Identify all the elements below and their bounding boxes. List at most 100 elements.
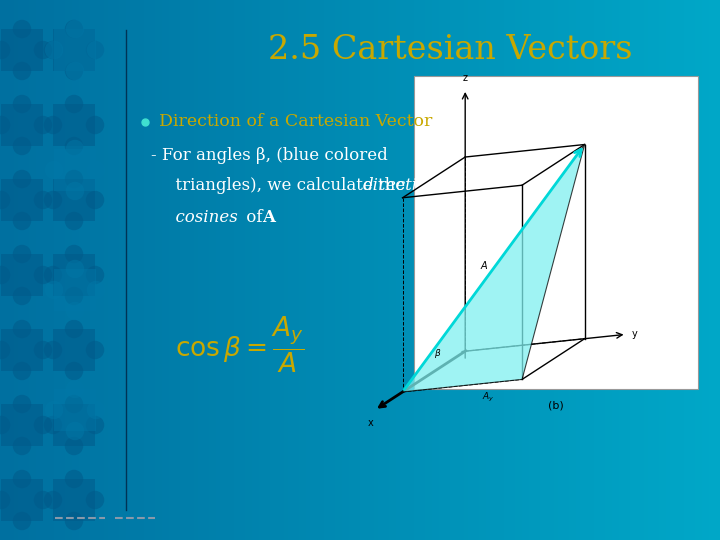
Circle shape — [66, 140, 84, 158]
Circle shape — [66, 302, 84, 320]
Bar — [428, 0, 432, 540]
Circle shape — [13, 170, 31, 188]
Bar — [252, 0, 256, 540]
Bar — [446, 0, 450, 540]
Bar — [418, 0, 421, 540]
Bar — [713, 0, 716, 540]
Circle shape — [34, 416, 53, 434]
Bar — [580, 0, 583, 540]
FancyBboxPatch shape — [54, 29, 96, 71]
Circle shape — [44, 416, 62, 434]
Circle shape — [86, 40, 104, 59]
Text: y: y — [631, 329, 637, 339]
Circle shape — [66, 260, 84, 278]
Circle shape — [65, 170, 84, 188]
Bar — [86, 0, 90, 540]
Bar — [328, 0, 331, 540]
Bar — [590, 0, 594, 540]
Bar — [230, 0, 234, 540]
Bar — [623, 0, 626, 540]
Bar — [533, 0, 536, 540]
Bar — [382, 0, 385, 540]
Circle shape — [65, 362, 84, 380]
Bar — [338, 0, 342, 540]
Bar — [659, 0, 662, 540]
Text: of: of — [241, 208, 268, 226]
Bar — [558, 0, 562, 540]
Bar — [518, 0, 522, 540]
Bar — [90, 0, 94, 540]
Bar — [25, 0, 29, 540]
Bar — [353, 0, 356, 540]
Bar — [587, 0, 590, 540]
Bar — [65, 0, 68, 540]
Bar — [400, 0, 403, 540]
Bar — [112, 0, 115, 540]
Circle shape — [44, 491, 62, 509]
Circle shape — [44, 341, 62, 359]
FancyBboxPatch shape — [53, 329, 95, 371]
Bar — [544, 0, 547, 540]
Bar — [79, 0, 83, 540]
Bar — [364, 0, 367, 540]
Bar — [122, 0, 126, 540]
Bar — [454, 0, 457, 540]
FancyBboxPatch shape — [53, 29, 95, 71]
Bar — [641, 0, 644, 540]
Bar — [198, 0, 202, 540]
Bar — [655, 0, 659, 540]
Bar — [396, 0, 400, 540]
Bar — [72, 0, 76, 540]
Bar — [194, 0, 198, 540]
Circle shape — [65, 212, 84, 230]
FancyBboxPatch shape — [1, 404, 43, 446]
Bar — [61, 0, 65, 540]
Bar — [342, 0, 346, 540]
Bar — [626, 0, 630, 540]
Bar — [493, 0, 497, 540]
FancyBboxPatch shape — [1, 329, 43, 371]
Bar — [576, 0, 580, 540]
Bar — [212, 0, 216, 540]
Circle shape — [0, 341, 10, 359]
Circle shape — [66, 20, 84, 38]
Bar — [450, 0, 454, 540]
FancyBboxPatch shape — [53, 479, 95, 521]
Bar — [346, 0, 349, 540]
Circle shape — [13, 362, 31, 380]
Circle shape — [34, 341, 53, 359]
Circle shape — [86, 191, 104, 209]
Circle shape — [0, 416, 10, 434]
Bar — [461, 0, 464, 540]
Bar — [68, 0, 72, 540]
Bar — [0, 0, 4, 540]
Bar — [547, 0, 551, 540]
Bar — [202, 0, 205, 540]
Bar — [389, 0, 392, 540]
Bar — [130, 0, 133, 540]
Bar — [684, 0, 688, 540]
Bar — [680, 0, 684, 540]
Bar — [367, 0, 371, 540]
FancyBboxPatch shape — [1, 254, 43, 296]
Bar — [410, 0, 414, 540]
Circle shape — [65, 245, 84, 263]
Bar — [331, 0, 335, 540]
Bar — [371, 0, 374, 540]
Circle shape — [13, 287, 31, 305]
Circle shape — [86, 116, 104, 134]
Bar — [374, 0, 378, 540]
Bar — [47, 0, 50, 540]
Circle shape — [66, 380, 84, 398]
Bar — [306, 0, 310, 540]
Text: Direction of a Cartesian Vector: Direction of a Cartesian Vector — [159, 113, 433, 131]
Bar — [634, 0, 637, 540]
Bar — [677, 0, 680, 540]
Text: $\cos\beta = \dfrac{A_y}{A}$: $\cos\beta = \dfrac{A_y}{A}$ — [175, 314, 305, 375]
Bar — [648, 0, 652, 540]
Circle shape — [13, 94, 31, 113]
Bar — [270, 0, 274, 540]
Bar — [234, 0, 238, 540]
Circle shape — [34, 40, 53, 59]
Bar — [144, 0, 148, 540]
